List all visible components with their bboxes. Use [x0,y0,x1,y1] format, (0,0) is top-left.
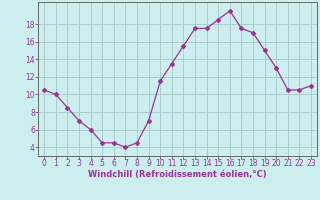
X-axis label: Windchill (Refroidissement éolien,°C): Windchill (Refroidissement éolien,°C) [88,170,267,179]
